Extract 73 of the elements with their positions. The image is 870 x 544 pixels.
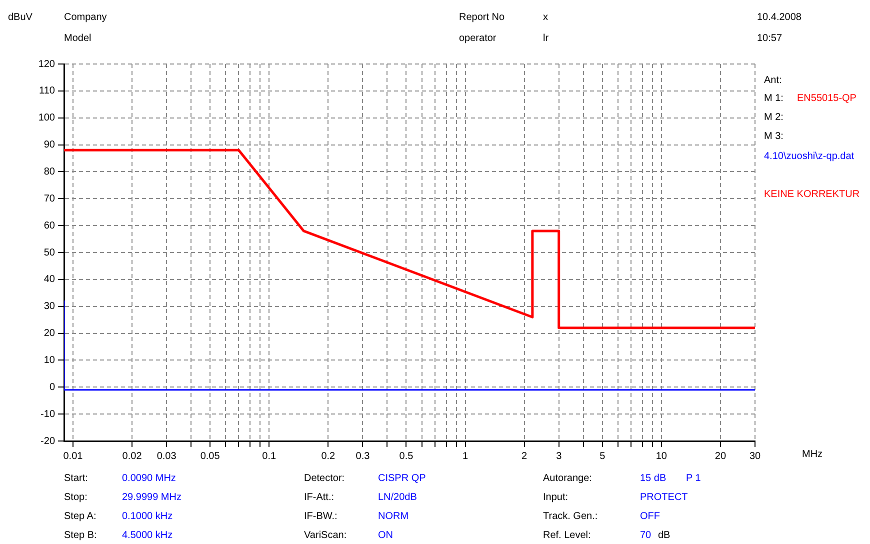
y-tick-label: 10 <box>44 354 56 366</box>
text: Input: <box>543 492 568 504</box>
y-tick-label: 30 <box>44 301 56 312</box>
text: lr <box>543 33 549 45</box>
text: IF-BW.: <box>304 511 338 523</box>
x-axis-title: MHz <box>802 449 823 461</box>
y-tick-label: -20 <box>40 436 56 447</box>
text: OFF <box>640 511 660 523</box>
text: Ref. Level: <box>543 530 591 542</box>
x-tick-label: 20 <box>714 450 726 462</box>
text: VariScan: <box>304 530 347 542</box>
text: Model <box>64 33 92 45</box>
text: M 3: <box>764 131 784 143</box>
text: Start: <box>64 473 88 485</box>
text: 10:57 <box>757 33 782 45</box>
text: Step B: <box>64 530 97 542</box>
y-axis-title: dBuV <box>8 12 32 24</box>
text: LN/20dB <box>378 492 417 504</box>
text: 15 dB <box>640 473 666 485</box>
x-tick-label: 0.3 <box>356 450 370 462</box>
y-tick-label: 40 <box>44 274 56 286</box>
x-tick-label: 30 <box>749 450 761 462</box>
x-tick-label: 1 <box>462 450 468 462</box>
text: Ant: <box>764 75 782 87</box>
x-tick-label: 0.1 <box>262 450 277 462</box>
text: operator <box>459 33 496 45</box>
x-tick-label: 2 <box>522 450 528 462</box>
text: CISPR QP <box>378 473 426 485</box>
y-tick-label: 100 <box>38 112 56 124</box>
x-tick-label: 0.2 <box>321 450 336 462</box>
text: KEINE KORREKTUR <box>764 189 860 201</box>
y-tick-label: 20 <box>44 328 56 340</box>
y-tick-label: 120 <box>38 58 56 70</box>
text: dB <box>658 530 670 542</box>
text: 0.1000 kHz <box>122 511 173 523</box>
y-tick-label: 70 <box>44 193 56 204</box>
text: IF-Att.: <box>304 492 334 504</box>
text: M 2: <box>764 112 784 124</box>
text: Detector: <box>304 473 345 485</box>
y-tick-label: 80 <box>44 166 56 178</box>
x-tick-label: 0.02 <box>122 450 142 462</box>
text: x <box>543 12 548 24</box>
x-tick-label: 0.05 <box>200 450 220 462</box>
y-tick-label: 60 <box>44 220 56 232</box>
text: ON <box>378 530 393 542</box>
text: Autorange: <box>543 473 592 485</box>
text: 4.10\zuoshi\z-qp.dat <box>764 151 854 163</box>
x-tick-label: 3 <box>556 450 562 462</box>
text: Stop: <box>64 492 88 504</box>
text: 10.4.2008 <box>757 12 802 24</box>
text: NORM <box>378 511 409 523</box>
y-tick-label: 110 <box>39 86 56 97</box>
text: EN55015-QP <box>797 93 856 105</box>
text: PROTECT <box>640 492 688 504</box>
x-tick-label: 5 <box>600 450 606 462</box>
text: Report No <box>459 12 505 24</box>
text: P 1 <box>686 473 701 485</box>
text: 0.0090 MHz <box>122 473 176 485</box>
text: 4.5000 kHz <box>122 530 173 542</box>
text: Track. Gen.: <box>543 511 598 523</box>
y-tick-label: 90 <box>44 140 56 151</box>
y-tick-label: 50 <box>44 247 56 258</box>
text: Step A: <box>64 511 96 523</box>
text: Company <box>64 12 107 24</box>
x-tick-label: 0.5 <box>399 450 414 462</box>
text: 70 <box>640 530 652 542</box>
text: M 1: <box>764 93 784 105</box>
text: 29.9999 MHz <box>122 492 182 504</box>
y-tick-label: -10 <box>40 408 56 420</box>
x-tick-label: 10 <box>656 450 668 462</box>
y-tick-label: 0 <box>49 382 56 393</box>
x-tick-label: 0.03 <box>156 450 177 462</box>
x-tick-label: 0.01 <box>63 450 84 462</box>
